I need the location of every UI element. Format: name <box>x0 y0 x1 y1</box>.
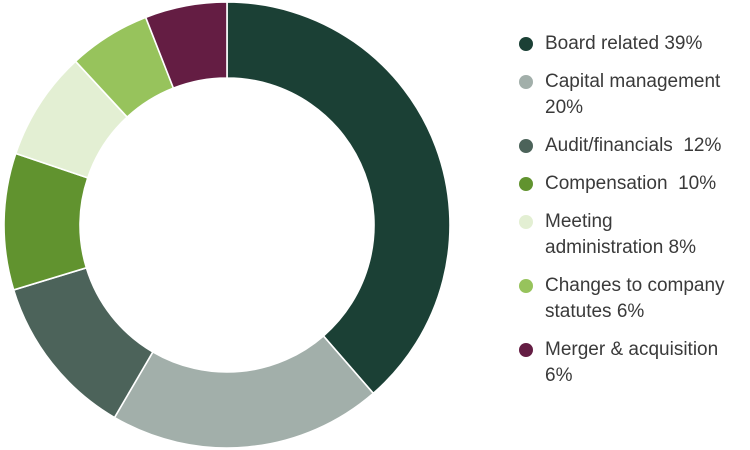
legend-item-4: Compensation 10% <box>519 171 741 197</box>
legend-bullet-icon <box>519 139 533 153</box>
legend-label: Capital management 20% <box>545 71 721 118</box>
donut-chart-area <box>3 1 451 449</box>
legend-bullet-icon <box>519 343 533 357</box>
legend-label: Meeting administration 8% <box>545 211 697 258</box>
legend: Board related 39% Capital management 20% A… <box>519 31 741 401</box>
legend-item-7: Merger & acquisition 6% <box>519 337 741 389</box>
legend-item-3: Audit/financials 12% <box>519 133 741 159</box>
legend-bullet-icon <box>519 75 533 89</box>
legend-label: Changes to company statutes 6% <box>545 275 725 322</box>
legend-bullet-icon <box>519 37 533 51</box>
legend-label: Audit/financials 12% <box>545 135 722 156</box>
donut-chart <box>3 1 451 449</box>
legend-item-1: Board related 39% <box>519 31 741 57</box>
legend-item-5: Meeting administration 8% <box>519 209 741 261</box>
pie-slice-2 <box>113 334 375 449</box>
legend-item-6: Changes to company statutes 6% <box>519 273 741 325</box>
legend-label: Merger & acquisition 6% <box>545 339 719 386</box>
legend-item-2: Capital management 20% <box>519 69 741 121</box>
legend-bullet-icon <box>519 279 533 293</box>
pie-slice-7 <box>144 1 228 90</box>
legend-bullet-icon <box>519 215 533 229</box>
pie-slice-1 <box>226 1 451 395</box>
legend-bullet-icon <box>519 177 533 191</box>
legend-label: Compensation 10% <box>545 173 717 194</box>
legend-label: Board related 39% <box>545 33 703 54</box>
